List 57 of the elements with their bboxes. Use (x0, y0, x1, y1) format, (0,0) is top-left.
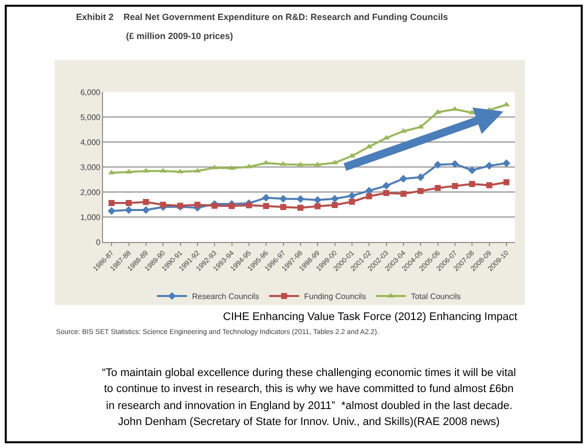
y-tick-label: 0 (96, 238, 101, 247)
y-tick-label: 6,000 (80, 88, 101, 97)
point (400, 190, 406, 197)
point (366, 193, 372, 200)
point (400, 174, 408, 183)
legend-label: Total Councils (410, 292, 461, 302)
chart-subtitle: (£ million 2009-10 prices) (126, 31, 234, 41)
point (348, 192, 356, 200)
point (332, 202, 338, 208)
y-tick-label: 3,000 (80, 162, 101, 172)
point (246, 202, 252, 208)
point (469, 181, 476, 187)
point (434, 185, 441, 191)
point (280, 204, 286, 210)
y-tick-label: 5,000 (80, 112, 101, 122)
y-tick-label: 4,000 (80, 138, 101, 147)
point (279, 194, 288, 203)
point (468, 166, 476, 174)
point (262, 194, 270, 202)
y-tick-label: 2,000 (80, 188, 101, 197)
legend-label: Research Councils (192, 292, 260, 302)
text: in research and innovation in England by 2011” *almost doubled in the last decade. (106, 400, 512, 412)
y-tick-label: 1,000 (80, 212, 101, 222)
point (348, 198, 355, 205)
point (502, 159, 510, 168)
point (314, 196, 322, 204)
point (297, 204, 304, 211)
point (382, 182, 390, 190)
point (296, 195, 304, 203)
chart-title: Exhibit 2 Real Net Government Expenditure on R&D: Research and Funding Councils (76, 12, 448, 22)
point (263, 203, 270, 209)
point (108, 207, 116, 215)
point (503, 179, 510, 186)
point (434, 160, 442, 169)
point (142, 199, 149, 205)
text: “To maintain global excellence during these challenging economic times it will be vital (102, 367, 516, 379)
point (160, 202, 166, 208)
point (228, 203, 235, 209)
point (416, 173, 424, 182)
text: to continue to invest in research, this is why we have committed to fund almost £6bn (104, 383, 514, 395)
point (194, 202, 200, 208)
point (330, 194, 339, 203)
legend-label: Funding Councils (304, 292, 366, 302)
point (124, 206, 133, 214)
point (486, 182, 492, 188)
text: John Denham (Secretary of State for Innov. Univ., and Skills)(RAE 2008 news) (118, 416, 500, 428)
text: CIHE Enhancing Value Task Force (2012) Enhancing Impact (223, 311, 518, 323)
point (418, 188, 424, 194)
point (452, 183, 458, 189)
point (108, 200, 115, 206)
point (314, 203, 321, 210)
point (383, 190, 390, 196)
point (485, 162, 494, 170)
point (142, 206, 150, 214)
point (212, 202, 218, 209)
point (126, 200, 132, 206)
point (451, 160, 459, 168)
